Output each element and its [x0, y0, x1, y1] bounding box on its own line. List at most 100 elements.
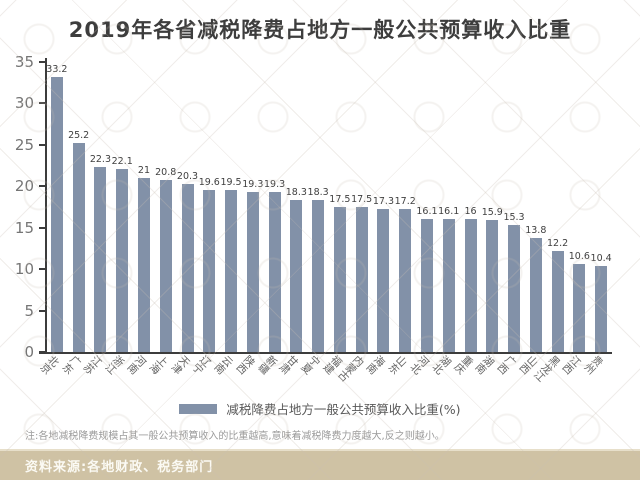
x-axis-label: 湖北: [429, 352, 453, 377]
y-axis-tick: [39, 268, 45, 271]
bar: [573, 264, 586, 352]
bar: [137, 178, 150, 352]
bar-value-label: 18.3: [285, 187, 307, 199]
x-axis-label: 新疆: [255, 352, 279, 377]
bar-value-label: 17.2: [394, 196, 416, 208]
bar: [399, 209, 412, 352]
bar: [181, 183, 194, 352]
x-axis-label: 重庆: [451, 352, 475, 377]
source-text: 资料来源:各地财政、税务部门: [25, 460, 214, 475]
bar: [312, 200, 325, 352]
x-axis-label: 浙江: [103, 352, 127, 377]
y-axis-tick-label: 25: [14, 135, 34, 154]
bar-value-label: 16.1: [416, 205, 438, 217]
bar-value-label: 18.3: [307, 187, 329, 199]
bar: [595, 265, 608, 352]
bar-value-label: 21: [137, 165, 150, 176]
y-axis-tick-label: 15: [14, 218, 34, 237]
y-axis-tick-label: 5: [24, 301, 34, 320]
footnote: 注:各地减税降费规模占其一般公共预算收入的比重越高,意味着减税降费力度越大,反之…: [25, 431, 445, 442]
bar: [333, 207, 346, 352]
x-axis-label: 北京: [37, 352, 62, 377]
bar-value-label: 33.2: [46, 63, 68, 75]
bar-value-label: 10.4: [590, 252, 612, 264]
bar: [290, 200, 303, 352]
bar-value-label: 17.3: [372, 195, 394, 207]
x-axis-line: [39, 352, 612, 354]
bar: [159, 179, 172, 352]
bar-value-label: 17.5: [351, 194, 373, 205]
legend-color-swatch: [179, 403, 218, 414]
chart-title: 2019年各省减税降费占地方一般公共预算收入比重: [68, 18, 572, 42]
bar-value-label: 22.3: [89, 154, 111, 166]
bar: [225, 190, 238, 352]
y-axis-tick-label: 10: [14, 260, 34, 279]
bar-value-label: 19.3: [242, 179, 264, 191]
x-axis-label: 广东: [59, 352, 83, 377]
x-axis-label: 海南: [364, 352, 388, 377]
bar-value-label: 10.6: [568, 251, 590, 263]
bar: [377, 208, 390, 352]
bar-value-label: 20.8: [155, 166, 177, 178]
x-axis-label: 云南: [211, 352, 236, 377]
y-axis-tick: [39, 185, 45, 188]
bar-value-label: 19.3: [263, 179, 286, 191]
x-axis-label: 陕西: [233, 352, 258, 377]
bar-value-label: 17.5: [329, 194, 351, 205]
bar-value-label: 25.2: [68, 130, 90, 142]
x-axis-label: 贵州: [582, 352, 606, 377]
bar: [464, 219, 477, 352]
y-axis-tick-label: 30: [14, 94, 34, 113]
x-axis-label: 广西: [494, 352, 519, 377]
x-axis-label: 江苏: [81, 352, 105, 377]
bar-value-label: 15.3: [503, 212, 525, 224]
x-axis-label: 辽宁: [190, 352, 214, 377]
bar: [529, 237, 542, 352]
y-axis-tick: [39, 61, 45, 63]
bar-value-label: 19.6: [198, 176, 220, 188]
y-axis-tick-label: 35: [14, 53, 34, 71]
x-axis-label: 宁夏: [299, 352, 323, 377]
bar: [420, 218, 433, 352]
y-axis-line: [45, 58, 47, 354]
bar-value-label: 15.9: [481, 207, 503, 219]
bar-value-label: 13.8: [525, 224, 547, 236]
bar-value-label: 19.5: [220, 177, 242, 189]
bar-value-label: 16: [464, 206, 477, 218]
bar: [508, 225, 521, 352]
bar: [355, 207, 368, 352]
source-bar: 资料来源:各地财政、税务部门: [0, 449, 640, 480]
y-axis-tick-label: 0: [24, 343, 34, 361]
bar-value-label: 20.3: [176, 170, 199, 182]
legend: 减税降费占地方一般公共预算收入比重(%): [0, 399, 640, 418]
x-axis-label: 甘肃: [277, 352, 301, 377]
bar: [94, 167, 107, 352]
bar: [442, 218, 455, 352]
y-axis-tick: [39, 309, 45, 312]
legend-label: 减税降费占地方一般公共预算收入比重(%): [226, 402, 461, 417]
x-axis-label: 天津: [168, 352, 192, 377]
bar-value-label: 16.1: [438, 205, 460, 217]
y-axis-tick: [39, 102, 45, 105]
bar: [486, 220, 499, 352]
y-axis-tick-label: 20: [14, 177, 34, 196]
x-axis-label: 江西: [560, 352, 584, 377]
y-axis-tick: [39, 143, 45, 146]
bar-value-label: 12.2: [546, 237, 569, 249]
y-axis-tick: [39, 226, 45, 229]
bar: [268, 192, 281, 352]
bar: [551, 250, 564, 352]
x-axis-label: 山东: [386, 352, 410, 377]
bar: [203, 189, 216, 352]
x-axis-label: 河北: [407, 352, 432, 377]
bar: [50, 76, 63, 352]
x-axis-label: 上海: [146, 352, 170, 377]
bar-value-label: 22.1: [111, 155, 133, 167]
x-axis-label: 河南: [124, 352, 149, 377]
bar: [72, 143, 85, 352]
y-axis-tick: [39, 351, 45, 353]
bar: [246, 192, 259, 352]
bar: [116, 168, 129, 352]
x-axis-label: 湖南: [473, 352, 497, 377]
